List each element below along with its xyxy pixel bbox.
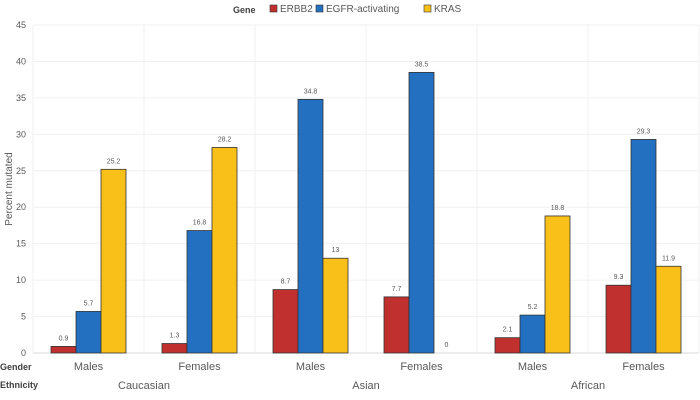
- data-label: 28.2: [218, 136, 232, 143]
- y-tick-label: 5: [21, 312, 26, 322]
- y-axis-label: Percent mutated: [4, 152, 15, 225]
- data-label: 16.8: [193, 220, 207, 227]
- legend-swatch: [423, 4, 432, 13]
- bar-erbb2: [494, 337, 521, 354]
- data-label: 7.7: [392, 286, 402, 293]
- data-label: 25.2: [107, 158, 121, 165]
- y-axis: 0 5 10 15 20 25 30 35 40 45: [16, 20, 26, 358]
- data-label: 9.3: [614, 274, 624, 281]
- bar-erbb2: [605, 284, 632, 354]
- y-tick-label: 25: [16, 166, 26, 176]
- legend-label: EGFR-activating: [326, 4, 399, 15]
- data-label: 11.9: [662, 255, 675, 262]
- bars: 0.9 5.7 25.2 1.3 16.8 28.2 8.7 34.8 13 7.7 38.5 0 2.…: [50, 61, 682, 354]
- legend: Gene ERBB2 EGFR-activating KRAS: [233, 4, 462, 15]
- y-tick-label: 30: [16, 129, 26, 139]
- data-label: 34.8: [304, 88, 318, 95]
- data-label: 18.8: [551, 205, 565, 212]
- gender-label: Females: [622, 361, 665, 373]
- y-tick-label: 20: [16, 202, 26, 212]
- data-label: 0: [445, 342, 449, 349]
- bar-egfr-activating: [297, 98, 324, 354]
- data-label: 8.7: [281, 279, 291, 286]
- bar-erbb2: [383, 296, 410, 354]
- gender-label: Males: [74, 361, 104, 373]
- bar-erbb2: [50, 346, 77, 354]
- bar-egfr-activating: [186, 230, 213, 354]
- legend-label: KRAS: [434, 4, 462, 15]
- legend-title: Gene: [233, 5, 256, 15]
- bar-egfr-activating: [630, 139, 657, 354]
- ethnicity-label: African: [571, 380, 605, 392]
- y-tick-label: 40: [16, 56, 26, 66]
- y-tick-label: 10: [16, 275, 26, 285]
- bar-egfr-activating: [75, 311, 102, 354]
- bar-kras: [544, 215, 571, 354]
- bar-erbb2: [161, 343, 188, 354]
- legend-swatch: [269, 4, 278, 13]
- y-tick-label: 15: [16, 239, 26, 249]
- ethnicity-header: Ethnicity: [0, 380, 38, 390]
- y-tick-label: 35: [16, 93, 26, 103]
- legend-label: ERBB2: [280, 4, 313, 15]
- bar-egfr-activating: [519, 314, 546, 354]
- gender-label: Males: [296, 361, 326, 373]
- bar-kras: [655, 265, 682, 354]
- data-label: 29.3: [637, 128, 651, 135]
- ethnicity-label: Caucasian: [118, 380, 170, 392]
- y-tick-label: 0: [21, 348, 26, 358]
- data-label: 5.2: [528, 304, 538, 311]
- data-label: 0.9: [59, 335, 69, 342]
- data-label: 13: [332, 247, 340, 254]
- gender-header: Gender: [0, 362, 32, 372]
- data-label: 5.7: [84, 300, 94, 307]
- bar-kras: [322, 257, 349, 354]
- bar-egfr-activating: [408, 71, 435, 354]
- gender-label: Males: [518, 361, 548, 373]
- category-labels: Males Females Males Females Males Females Cauc…: [74, 361, 665, 392]
- data-label: 1.3: [170, 333, 180, 340]
- data-label: 2.1: [503, 327, 513, 334]
- legend-swatch: [315, 4, 324, 13]
- ethnicity-label: Asian: [352, 380, 380, 392]
- data-label: 38.5: [415, 61, 429, 68]
- gridlines: [32, 24, 700, 354]
- y-tick-label: 45: [16, 20, 26, 30]
- gender-label: Females: [400, 361, 443, 373]
- bar-kras: [211, 147, 238, 354]
- gender-label: Females: [178, 361, 221, 373]
- bar-erbb2: [272, 289, 299, 354]
- bar-kras: [100, 168, 127, 354]
